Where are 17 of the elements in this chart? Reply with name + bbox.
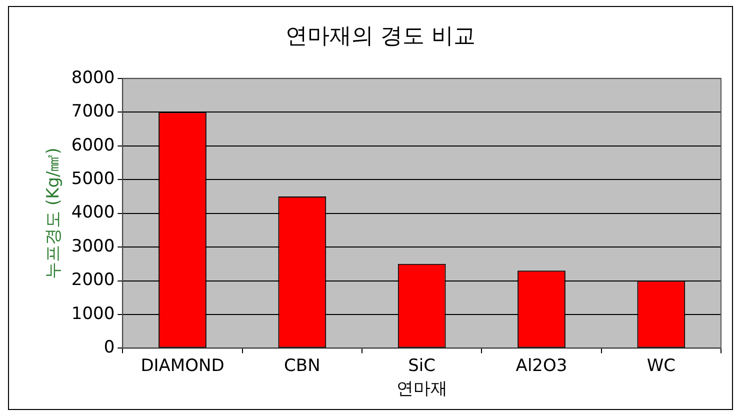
x-tick-label: CBN — [284, 356, 320, 376]
y-tick-label: 1000 — [71, 304, 115, 324]
y-tick-label: 7000 — [71, 102, 115, 122]
x-tick-label: SiC — [408, 356, 436, 376]
y-tick-label: 4000 — [71, 202, 115, 223]
x-axis-title: 연마재 — [396, 379, 448, 400]
y-tick-label: 3000 — [71, 236, 115, 256]
chart-title: 연마재의 경도 비교 — [286, 24, 476, 49]
y-tick-label: 0 — [104, 338, 115, 358]
y-tick-label: 8000 — [71, 68, 115, 88]
x-tick-label: WC — [646, 356, 676, 376]
y-tick-label: 2000 — [71, 270, 115, 290]
y-tick-label: 6000 — [71, 135, 115, 156]
y-axis-title: 누프경도 (Kg/㎟) — [44, 148, 64, 279]
x-tick-label: DIAMOND — [140, 356, 224, 376]
x-tick-label: Al2O3 — [516, 356, 568, 376]
y-tick-label: 5000 — [71, 168, 115, 189]
